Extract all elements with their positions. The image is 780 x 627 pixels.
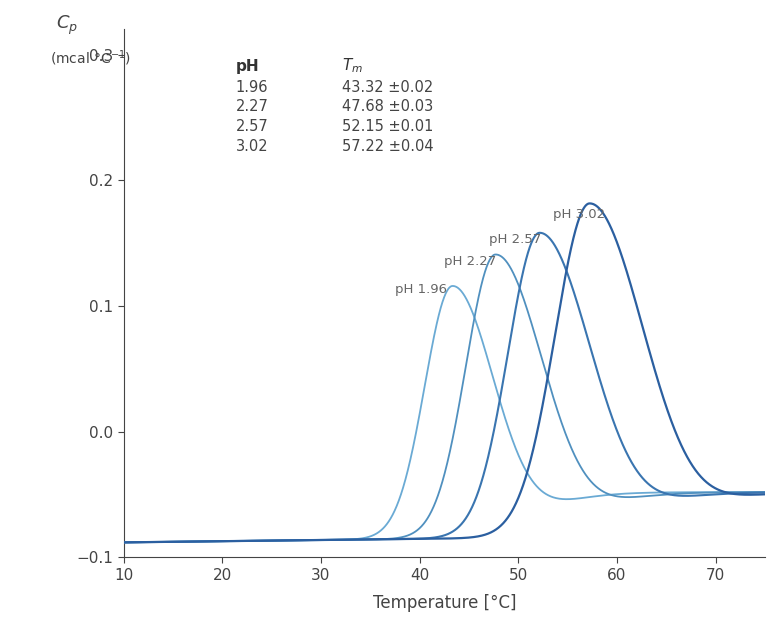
Text: pH: pH xyxy=(236,58,260,73)
Text: 47.68 ±0.03: 47.68 ±0.03 xyxy=(342,99,433,114)
Text: 3.02: 3.02 xyxy=(236,139,268,154)
Text: pH 2.57: pH 2.57 xyxy=(488,233,541,246)
Text: (mcal $\degree$C$^{-1}$): (mcal $\degree$C$^{-1}$) xyxy=(50,48,131,68)
Text: 1.96: 1.96 xyxy=(236,80,268,95)
Text: $T_m$: $T_m$ xyxy=(342,56,363,75)
Text: pH 2.27: pH 2.27 xyxy=(445,255,497,268)
Text: 2.27: 2.27 xyxy=(236,99,268,114)
Text: 43.32 ±0.02: 43.32 ±0.02 xyxy=(342,80,433,95)
X-axis label: Temperature [°C]: Temperature [°C] xyxy=(373,594,516,612)
Text: 2.57: 2.57 xyxy=(236,119,268,134)
Text: 52.15 ±0.01: 52.15 ±0.01 xyxy=(342,119,433,134)
Text: $C_p$: $C_p$ xyxy=(56,14,78,37)
Text: 57.22 ±0.04: 57.22 ±0.04 xyxy=(342,139,433,154)
Text: pH 3.02: pH 3.02 xyxy=(553,208,605,221)
Text: pH 1.96: pH 1.96 xyxy=(395,283,447,296)
